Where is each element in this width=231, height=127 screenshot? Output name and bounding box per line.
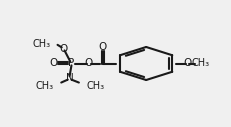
Text: O: O [97, 42, 106, 52]
Text: CH₃: CH₃ [32, 39, 50, 49]
Text: CH₃: CH₃ [191, 59, 209, 68]
Text: O: O [84, 59, 93, 68]
Text: O: O [59, 44, 67, 54]
Text: CH₃: CH₃ [86, 81, 104, 91]
Text: P: P [68, 59, 74, 68]
Text: CH₃: CH₃ [36, 81, 54, 91]
Text: O: O [49, 59, 58, 68]
Text: N: N [65, 73, 73, 83]
Text: O: O [182, 59, 191, 68]
